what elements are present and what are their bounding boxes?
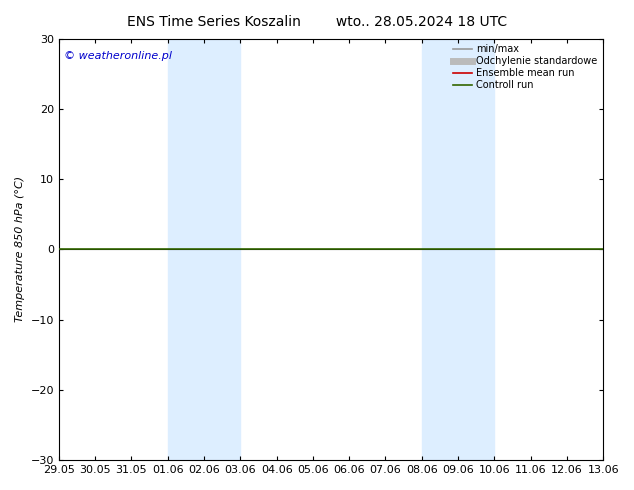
- Legend: min/max, Odchylenie standardowe, Ensemble mean run, Controll run: min/max, Odchylenie standardowe, Ensembl…: [449, 41, 601, 94]
- Y-axis label: Temperature 850 hPa (°C): Temperature 850 hPa (°C): [15, 176, 25, 322]
- Bar: [422, 39, 495, 460]
- Text: © weatheronline.pl: © weatheronline.pl: [65, 51, 172, 61]
- Text: ENS Time Series Koszalin        wto.. 28.05.2024 18 UTC: ENS Time Series Koszalin wto.. 28.05.202…: [127, 15, 507, 29]
- Bar: [168, 39, 240, 460]
